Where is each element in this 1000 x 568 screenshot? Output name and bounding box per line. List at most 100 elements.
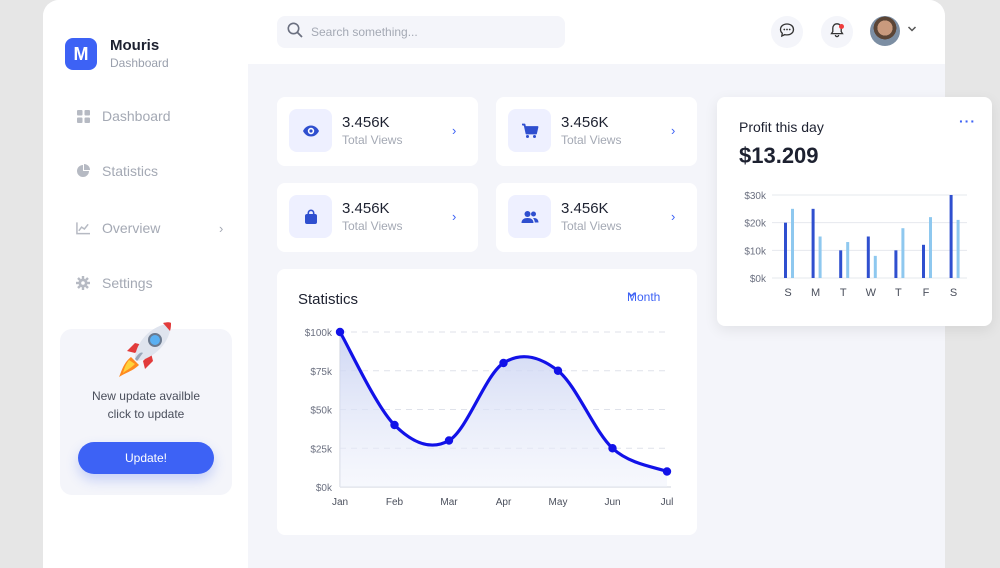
- data-point: [335, 327, 345, 337]
- bar: [873, 255, 877, 278]
- series-area: [340, 332, 667, 487]
- update-card: New update availble click to update Upda…: [60, 322, 232, 495]
- chevron-down-icon[interactable]: [907, 24, 917, 37]
- stat-label: Total Views: [342, 133, 403, 147]
- data-point: [553, 366, 563, 375]
- chat-icon: [779, 22, 795, 43]
- chevron-right-icon[interactable]: ›: [452, 209, 457, 224]
- stat-card-bag[interactable]: 3.456K Total Views ›: [277, 183, 478, 252]
- x-tick-label: T: [895, 287, 902, 299]
- profit-card: Profit this day $13.209 ··· $0k $10k $20k $…: [717, 97, 992, 326]
- notifications-button[interactable]: [821, 16, 853, 48]
- data-point: [499, 358, 508, 368]
- sidebar-item-overview[interactable]: Overview: [76, 216, 160, 240]
- statistics-line-chart: $0k $25k $50k $75k $100k Jan Feb Mar Apr May Jun Ju…: [305, 327, 673, 508]
- y-tick-label: $100k: [305, 328, 333, 339]
- stat-value: 3.456K: [342, 200, 390, 217]
- x-tick-label: Apr: [496, 497, 512, 508]
- brand-name: Mouris: [110, 37, 160, 54]
- data-point: [608, 444, 617, 453]
- bar: [846, 242, 850, 278]
- pie-chart-icon: [76, 164, 90, 178]
- y-tick-label: $50k: [310, 406, 333, 417]
- chevron-down-icon: [627, 292, 636, 297]
- chevron-right-icon[interactable]: ›: [452, 123, 457, 138]
- bar: [894, 250, 898, 278]
- x-tick-label: M: [811, 287, 820, 299]
- bar: [818, 236, 822, 278]
- chevron-right-icon[interactable]: ›: [671, 123, 676, 138]
- sidebar-item-label: Dashboard: [102, 108, 171, 124]
- stat-value: 3.456K: [561, 114, 609, 131]
- x-tick-label: Jun: [604, 497, 620, 508]
- y-tick-label: $0k: [750, 274, 767, 285]
- search-bar[interactable]: [277, 16, 565, 48]
- stat-value: 3.456K: [561, 200, 609, 217]
- profit-value: $13.209: [739, 143, 819, 168]
- statistics-panel: Statistics Month $0k $25k $50k $75k $100k Jan…: [277, 269, 697, 535]
- y-tick-label: $20k: [744, 219, 767, 230]
- sidebar-item-label: Overview: [102, 220, 161, 236]
- stat-card-cart[interactable]: 3.456K Total Views ›: [496, 97, 697, 166]
- bar: [956, 219, 960, 278]
- chat-button[interactable]: [771, 16, 803, 48]
- bar: [929, 217, 932, 278]
- period-select[interactable]: Month: [627, 290, 661, 304]
- stat-label: Total Views: [561, 133, 622, 147]
- y-tick-label: $25k: [310, 444, 333, 455]
- x-tick-label: May: [549, 497, 568, 508]
- gear-icon: [76, 276, 90, 290]
- statistics-title: Statistics: [298, 291, 359, 308]
- bar: [901, 228, 905, 278]
- stat-card-users[interactable]: 3.456K Total Views ›: [496, 183, 697, 252]
- rocket-icon: [119, 322, 171, 377]
- sidebar-item-label: Settings: [102, 275, 153, 291]
- profit-bar-chart: $0k $10k $20k $30k S M T W T F S: [744, 191, 967, 299]
- avatar[interactable]: [870, 16, 900, 46]
- sidebar: M Mouris Dashboard Dashboard Statistics …: [43, 0, 248, 568]
- sidebar-item-settings[interactable]: Settings: [76, 271, 153, 295]
- bar: [811, 208, 815, 278]
- sidebar-item-statistics[interactable]: Statistics: [76, 159, 158, 183]
- bar: [784, 222, 787, 278]
- chevron-right-icon[interactable]: ›: [671, 209, 676, 224]
- stat-card-views[interactable]: 3.456K Total Views ›: [277, 97, 478, 166]
- stat-label: Total Views: [561, 219, 622, 233]
- eye-icon: [289, 109, 332, 152]
- users-icon: [508, 195, 551, 238]
- brand-subtitle: Dashboard: [110, 56, 169, 70]
- bar: [839, 250, 843, 278]
- bar: [922, 244, 925, 278]
- sidebar-item-label: Statistics: [102, 163, 159, 179]
- search-input[interactable]: [311, 25, 541, 39]
- profit-title: Profit this day: [739, 119, 824, 135]
- y-tick-label: $75k: [310, 367, 333, 378]
- bar: [949, 195, 953, 278]
- x-tick-label: Feb: [386, 497, 404, 508]
- x-tick-label: S: [950, 287, 957, 299]
- stat-value: 3.456K: [342, 114, 390, 131]
- y-tick-label: $10k: [744, 246, 767, 257]
- data-point: [390, 420, 399, 430]
- data-point: [444, 436, 454, 445]
- x-tick-label: F: [923, 287, 930, 299]
- chevron-right-icon[interactable]: ›: [219, 221, 224, 236]
- line-chart-icon: [76, 221, 90, 235]
- x-tick-label: W: [866, 287, 877, 299]
- bar: [866, 236, 870, 278]
- y-tick-label: $30k: [744, 191, 767, 202]
- data-point: [662, 467, 672, 476]
- logo[interactable]: M: [65, 38, 97, 70]
- x-tick-label: Mar: [440, 497, 458, 508]
- grid-icon: [76, 109, 90, 123]
- search-icon: [287, 22, 303, 43]
- more-dots-icon[interactable]: ···: [959, 113, 976, 129]
- sidebar-item-dashboard[interactable]: Dashboard: [76, 104, 171, 128]
- x-tick-label: T: [840, 287, 847, 299]
- update-button[interactable]: Update!: [78, 442, 214, 474]
- cart-icon: [508, 109, 551, 152]
- shopping-bag-icon: [289, 195, 332, 238]
- update-message: New update availble click to update: [91, 389, 201, 421]
- x-tick-label: Jan: [332, 497, 348, 508]
- x-tick-label: S: [784, 287, 791, 299]
